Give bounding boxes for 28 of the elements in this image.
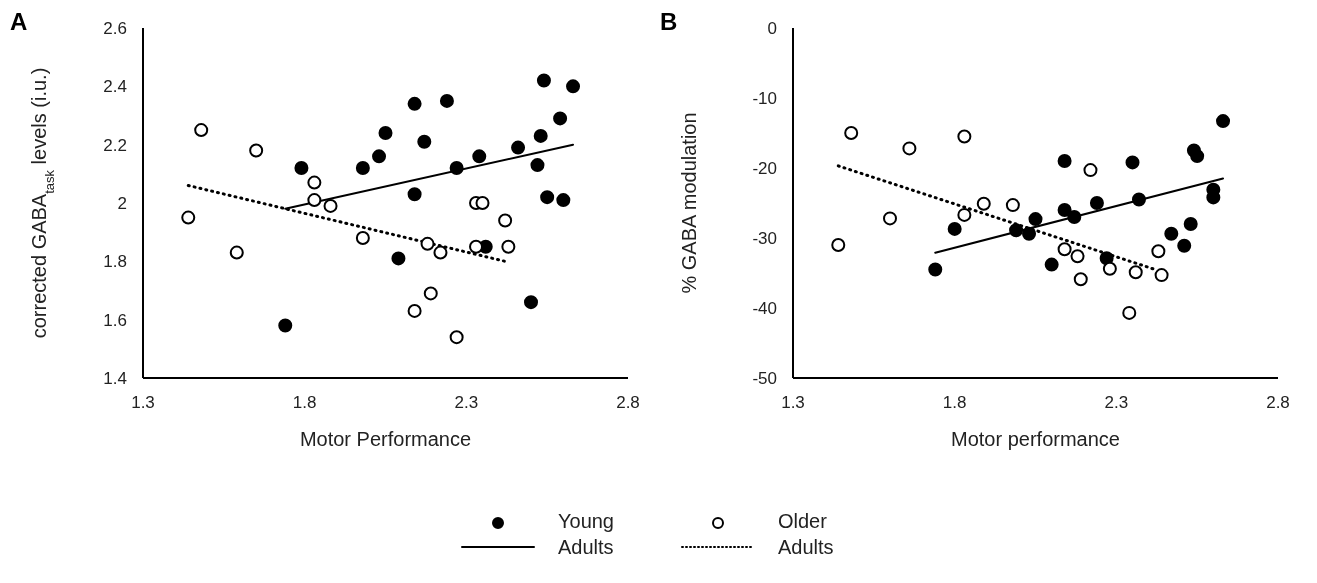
y-tick-label: -20 [752,159,777,179]
x-tick-label: 1.3 [781,393,805,413]
legend-label: Young Adults [558,509,615,560]
y-tick-label: -40 [752,299,777,319]
y-tick-label: 2.2 [103,135,127,155]
y-tick-label: 1.6 [103,310,127,330]
x-tick-label: 2.8 [616,393,640,413]
x-tick-label: 2.8 [1266,393,1290,413]
y-tick-label: -50 [752,369,777,389]
x-tick-label: 1.8 [942,393,967,413]
y-tick-label: -30 [752,229,777,249]
x-tick-label: 1.8 [292,393,317,413]
chart-title: A [10,8,28,36]
legend-label: Older Adults [778,509,835,560]
chart-title: B [660,8,678,36]
y-tick-label: 0 [767,19,777,39]
x-tick-label: 2.3 [1104,393,1129,413]
x-axis-title: Motor Performance [299,428,472,450]
x-axis-title: Motor performance [951,428,1120,450]
x-tick-label: 2.3 [454,393,479,413]
y-tick-label: 2.6 [103,19,127,39]
y-axis-title: % GABA modulation [678,112,700,294]
x-tick-label: 1.3 [131,393,155,413]
y-tick-label: 2.4 [103,77,127,97]
y-tick-label: 1.4 [103,369,127,389]
y-tick-label: 1.8 [103,252,127,272]
y-tick-label: -10 [752,89,777,109]
y-tick-label: 2 [117,194,127,214]
